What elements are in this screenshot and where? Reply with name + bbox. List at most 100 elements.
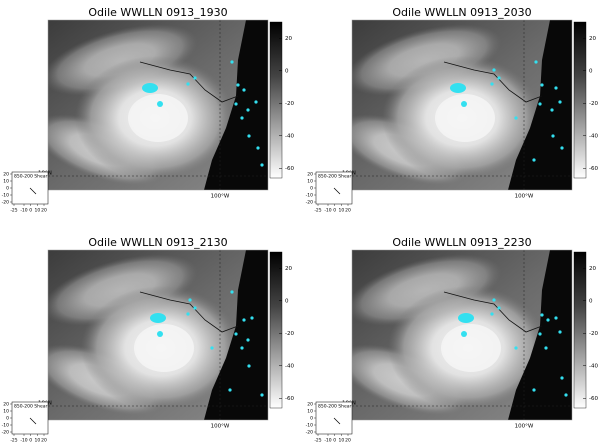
- inset-x-label: 10: [34, 438, 40, 444]
- lon-label: 100°W: [515, 424, 534, 430]
- inset-y-label: 0: [6, 416, 9, 422]
- flash: [514, 346, 518, 350]
- flash: [492, 68, 496, 72]
- inset-x-label: 20: [345, 438, 351, 444]
- inset-y-label: 20: [3, 172, 9, 178]
- colorbar-tick-label: 0: [285, 298, 289, 304]
- colorbar-tick-label: 0: [589, 298, 593, 304]
- inset-y-label: -20: [306, 430, 313, 436]
- coastline: [139, 291, 239, 333]
- flash: [558, 330, 562, 334]
- panel: Odile WWLLN 0913_2030200-20-40-6010°N100…: [306, 6, 599, 214]
- flash: [550, 108, 554, 112]
- inset-y-label: -10: [2, 193, 9, 199]
- shear-vector: [333, 187, 341, 195]
- inset-y-label: -10: [306, 423, 313, 429]
- inset-x-label: 20: [41, 208, 47, 214]
- flash: [188, 298, 192, 302]
- flash: [554, 86, 558, 90]
- flash: [558, 100, 562, 104]
- flash: [210, 346, 214, 350]
- inset-x-label: -25: [314, 438, 321, 444]
- flash: [540, 313, 544, 317]
- storm-core: [128, 94, 188, 142]
- inset-title: 850-200 Shear: [14, 404, 47, 410]
- inset-y-label: 10: [307, 409, 313, 415]
- panel-title: Odile WWLLN 0913_2030: [392, 6, 531, 19]
- colorbar-tick-label: -60: [285, 396, 294, 402]
- panel-title: Odile WWLLN 0913_2130: [88, 236, 227, 249]
- flash: [193, 306, 197, 310]
- inset-y-label: 20: [3, 402, 9, 408]
- flash-cluster: [142, 83, 158, 93]
- inset-x-label: -10: [324, 208, 331, 214]
- inset-x-label: 20: [345, 208, 351, 214]
- coastline: [443, 291, 543, 333]
- flash: [236, 83, 240, 87]
- flash: [250, 316, 254, 320]
- flash: [546, 318, 550, 322]
- colorbar-tick-label: -20: [589, 331, 598, 337]
- inset-y-label: 0: [310, 416, 313, 422]
- flash: [492, 298, 496, 302]
- panel-title: Odile WWLLN 0913_1930: [88, 6, 227, 19]
- panel: Odile WWLLN 0913_2130200-20-40-6010°N100…: [2, 236, 295, 444]
- inset-y-label: -20: [306, 200, 313, 206]
- inset-x-label: 20: [41, 438, 47, 444]
- image-frame: [47, 249, 269, 421]
- panel: Odile WWLLN 0913_1930200-20-40-6010°N100…: [2, 6, 295, 214]
- colorbar-tick-label: -40: [285, 363, 294, 369]
- image-frame: [47, 19, 269, 191]
- satellite-image: [48, 20, 268, 190]
- colorbar: [269, 21, 283, 179]
- colorbar-tick-label: -60: [589, 396, 598, 402]
- colorbar: [573, 21, 587, 179]
- flash: [532, 388, 536, 392]
- flash: [490, 82, 494, 86]
- shear-vector: [29, 417, 37, 425]
- colorbar-tick-label: 20: [285, 266, 292, 272]
- flash: [564, 393, 568, 397]
- inset-title: 850-200 Shear: [318, 174, 351, 180]
- storm-core: [134, 324, 194, 372]
- colorbar-tick-label: 0: [285, 68, 289, 74]
- flash: [534, 60, 538, 64]
- inset-x-label: 0: [333, 208, 336, 214]
- flash: [230, 290, 234, 294]
- colorbar-tick-label: -20: [589, 101, 598, 107]
- flash: [246, 108, 250, 112]
- colorbar-tick-label: -40: [589, 133, 598, 139]
- flash: [497, 306, 501, 310]
- inset-y-label: 10: [3, 179, 9, 185]
- inset-x-label: 0: [29, 208, 32, 214]
- lon-label: 100°W: [211, 194, 230, 200]
- flash: [242, 318, 246, 322]
- inset-y-label: 10: [3, 409, 9, 415]
- flash: [234, 332, 238, 336]
- inset-x-label: 0: [333, 438, 336, 444]
- satellite-image: [352, 20, 572, 190]
- flash: [532, 158, 536, 162]
- lon-label: 100°W: [211, 424, 230, 430]
- flash: [230, 60, 234, 64]
- flash: [246, 338, 250, 342]
- inset-y-label: -20: [2, 430, 9, 436]
- inset-y-label: 0: [6, 186, 9, 192]
- flash: [514, 116, 518, 120]
- flash: [461, 101, 467, 107]
- colorbar-tick-label: -20: [285, 331, 294, 337]
- inset-y-label: -10: [306, 193, 313, 199]
- flash: [247, 134, 251, 138]
- inset-x-label: -25: [10, 208, 17, 214]
- flash: [544, 346, 548, 350]
- satellite-image: [48, 250, 268, 420]
- satellite-image: [352, 250, 572, 420]
- colorbar-tick-label: -20: [285, 101, 294, 107]
- flash: [186, 82, 190, 86]
- inset-y-label: -10: [2, 423, 9, 429]
- flash: [157, 101, 163, 107]
- image-frame: [351, 19, 573, 191]
- flash-cluster: [458, 313, 474, 323]
- inset-x-label: 10: [338, 208, 344, 214]
